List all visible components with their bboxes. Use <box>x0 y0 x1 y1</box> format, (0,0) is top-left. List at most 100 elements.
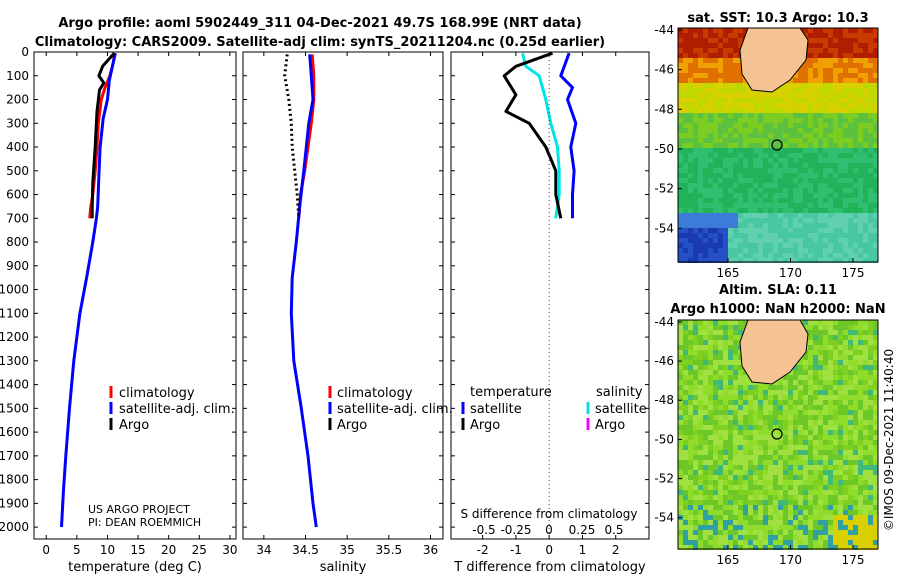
map-cell <box>838 118 843 123</box>
map-cell <box>798 218 803 223</box>
map-cell <box>683 490 688 495</box>
map-cell <box>683 335 688 340</box>
map-cell <box>793 490 798 495</box>
map-cell <box>718 248 723 253</box>
map-cell <box>723 103 728 108</box>
map-cell <box>823 500 828 505</box>
map-cell <box>678 525 683 530</box>
map-cell <box>768 218 773 223</box>
map-cell <box>873 410 878 415</box>
y-tick-label: 100 <box>6 69 29 83</box>
map-cell <box>803 143 808 148</box>
map-cell <box>688 505 693 510</box>
map-cell <box>848 113 853 118</box>
map-cell <box>758 228 763 233</box>
map-cell <box>678 258 683 263</box>
map-cell <box>788 515 793 520</box>
map-cell <box>748 430 753 435</box>
map-cell <box>693 63 698 68</box>
map-cell <box>723 445 728 450</box>
map-cell <box>808 490 813 495</box>
map-cell <box>678 58 683 63</box>
map-cell <box>763 425 768 430</box>
map-cell <box>828 480 833 485</box>
map-cell <box>858 430 863 435</box>
map-cell <box>873 253 878 258</box>
map-cell <box>848 163 853 168</box>
map-cell <box>743 445 748 450</box>
map-cell <box>868 68 873 73</box>
map-cell <box>793 495 798 500</box>
map-cell <box>848 53 853 58</box>
map-cell <box>763 153 768 158</box>
map-cell <box>838 43 843 48</box>
map-cell <box>753 480 758 485</box>
map-cell <box>848 123 853 128</box>
map-cell <box>873 248 878 253</box>
map-cell <box>848 63 853 68</box>
map-cell <box>848 410 853 415</box>
map-cell <box>683 470 688 475</box>
map-cell <box>768 128 773 133</box>
map-cell <box>873 63 878 68</box>
map-cell <box>788 238 793 243</box>
map-cell <box>823 208 828 213</box>
map-cell <box>793 455 798 460</box>
map-cell <box>698 535 703 540</box>
map-cell <box>763 510 768 515</box>
map-cell <box>733 258 738 263</box>
map-cell <box>708 390 713 395</box>
map-cell <box>848 98 853 103</box>
map-cell <box>758 465 763 470</box>
map-cell <box>858 223 863 228</box>
map-cell <box>823 460 828 465</box>
map-cell <box>778 148 783 153</box>
map-cell <box>683 375 688 380</box>
map-cell <box>748 113 753 118</box>
map-cell <box>813 480 818 485</box>
map-cell <box>828 213 833 218</box>
map-cell <box>683 223 688 228</box>
map-cell <box>688 88 693 93</box>
map-cell <box>808 385 813 390</box>
map-cell <box>788 228 793 233</box>
map-cell <box>773 258 778 263</box>
map-cell <box>758 138 763 143</box>
map-cell <box>683 88 688 93</box>
map-cell <box>843 365 848 370</box>
map-cell <box>763 238 768 243</box>
map-cell <box>678 395 683 400</box>
map-cell <box>828 193 833 198</box>
map-cell <box>718 425 723 430</box>
map-cell <box>733 98 738 103</box>
map-cell <box>768 415 773 420</box>
map-cell <box>853 258 858 263</box>
map-cell <box>823 375 828 380</box>
map-cell <box>723 148 728 153</box>
map-cell <box>703 520 708 525</box>
map-cell <box>793 228 798 233</box>
map-cell <box>698 455 703 460</box>
map-cell <box>768 480 773 485</box>
map-cell <box>753 545 758 550</box>
map-cell <box>753 525 758 530</box>
map-cell <box>793 515 798 520</box>
map-cell <box>853 390 858 395</box>
map-cell <box>728 410 733 415</box>
map-cell <box>838 73 843 78</box>
map-cell <box>823 410 828 415</box>
map-cell <box>718 520 723 525</box>
map-cell <box>818 340 823 345</box>
map-cell <box>873 233 878 238</box>
map-cell <box>718 400 723 405</box>
map-cell <box>753 148 758 153</box>
map-cell <box>788 218 793 223</box>
map-cell <box>698 350 703 355</box>
map-cell <box>703 33 708 38</box>
map-cell <box>743 123 748 128</box>
map-cell <box>833 475 838 480</box>
map-cell <box>833 435 838 440</box>
map-cell <box>773 435 778 440</box>
map-cell <box>823 525 828 530</box>
map-cell <box>823 535 828 540</box>
